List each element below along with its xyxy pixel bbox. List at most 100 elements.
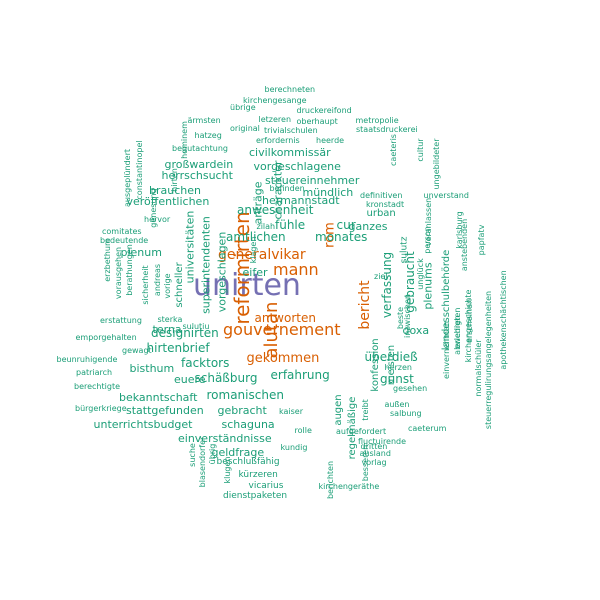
- cloud-word: salbung: [390, 409, 422, 418]
- cloud-word: inzwischen: [403, 294, 412, 338]
- cloud-word: rolle: [294, 426, 312, 435]
- cloud-word: besseren: [361, 444, 370, 482]
- cloud-word: kronstadt: [366, 200, 405, 209]
- cloud-word: herrschsucht: [161, 168, 233, 182]
- cloud-word: aufgefordert: [336, 427, 387, 436]
- cloud-word: genesung: [149, 188, 158, 228]
- cloud-word: constantinopel: [135, 140, 144, 200]
- cloud-word: hatzeg: [194, 131, 222, 140]
- cloud-word: begutachtung: [172, 144, 229, 153]
- cloud-word: bericht: [357, 280, 373, 330]
- cloud-word: plenum: [120, 245, 162, 259]
- cloud-word: metropolie: [355, 116, 399, 125]
- cloud-word: schäßburg: [194, 371, 258, 385]
- cloud-word: konfession: [370, 338, 381, 392]
- cloud-word: letzeren: [258, 115, 292, 124]
- cloud-word: fluctuirende: [358, 437, 407, 446]
- cloud-word: überdieß: [364, 350, 418, 364]
- cloud-word: außen: [384, 400, 410, 409]
- cloud-word: erfordernis: [256, 136, 300, 145]
- cloud-word: normalschüler: [474, 339, 483, 397]
- cloud-word: meisten: [386, 344, 397, 386]
- cloud-word: unterrichtsbudget: [93, 417, 193, 431]
- cloud-word: steuereinnehmer: [265, 173, 360, 187]
- cloud-word: treibt: [361, 399, 370, 421]
- cloud-word: schaguna: [221, 417, 275, 431]
- cloud-word: cur: [336, 218, 356, 232]
- cloud-word: anwesenheit: [237, 203, 314, 217]
- cloud-word: erscheinen: [465, 298, 474, 344]
- cloud-word: kundig: [280, 443, 308, 452]
- cloud-word: erzbethum: [103, 238, 112, 282]
- cloud-word: augen: [333, 394, 344, 426]
- cloud-word: suche: [188, 443, 197, 467]
- cloud-word: bedeutende: [100, 236, 149, 245]
- cloud-word: gewagt: [122, 346, 152, 355]
- cloud-word: gunst: [380, 372, 414, 386]
- cloud-word: stattgefunden: [126, 403, 204, 417]
- cloud-word: unverstand: [423, 191, 469, 200]
- cloud-word: hirten: [170, 168, 179, 192]
- cloud-word: designirten: [151, 326, 219, 340]
- cloud-word: gekommen: [246, 350, 320, 366]
- cloud-word: patriarch: [76, 368, 113, 377]
- cloud-word: terna: [152, 322, 182, 336]
- cloud-word: übrig: [208, 443, 217, 465]
- cloud-word: trivialschulen: [264, 126, 318, 135]
- cloud-word: antworten: [254, 311, 316, 325]
- cloud-word: urban: [366, 208, 396, 219]
- cloud-word: vorgeschlagen: [215, 231, 229, 313]
- cloud-word: bekanntschaft: [119, 390, 198, 404]
- cloud-word: vorige: [163, 273, 172, 299]
- cloud-word: monates: [315, 230, 368, 244]
- cloud-word: ausland: [359, 449, 391, 458]
- cloud-word: apothekenschächtischen: [499, 270, 508, 370]
- cloud-word: verfassung: [380, 251, 394, 319]
- cloud-word: bürgerkriege: [75, 404, 127, 413]
- cloud-word: steuerregulirungsangelegenheiten: [484, 290, 493, 430]
- cloud-word: ganzes: [348, 219, 388, 233]
- cloud-word: sicherheit: [141, 265, 150, 305]
- cloud-word: original: [230, 124, 260, 133]
- cloud-word: befinden: [269, 184, 305, 193]
- cloud-word: erstattung: [100, 316, 142, 325]
- cloud-word: euere: [174, 372, 206, 386]
- cloud-word: blasendorfer: [198, 436, 207, 488]
- cloud-word: eifer: [242, 265, 268, 279]
- cloud-word: bisthum: [129, 361, 175, 375]
- cloud-word: facktors: [181, 356, 230, 370]
- cloud-word: hermannstadt: [262, 193, 340, 207]
- cloud-word: fühle: [275, 218, 306, 232]
- cloud-word: unirten: [193, 268, 301, 303]
- cloud-word: gesehen: [393, 384, 428, 393]
- cloud-word: herzen: [384, 363, 412, 372]
- cloud-word: sulutz: [399, 236, 410, 264]
- cloud-word: kaiser: [279, 407, 303, 416]
- cloud-word: charackter: [271, 160, 285, 220]
- cloud-word: staatsdruckerei: [356, 125, 418, 134]
- cloud-word: klugen: [223, 456, 232, 484]
- cloud-word: kirchengesange: [243, 96, 307, 105]
- cloud-word: beunruhigende: [56, 355, 118, 364]
- cloud-word: ärmsten: [187, 116, 221, 125]
- cloud-word: dienstpaketen: [223, 490, 288, 501]
- cloud-word: andreas: [153, 263, 162, 297]
- cloud-word: übrige: [230, 103, 256, 112]
- cloud-word: hirtenbrief: [146, 341, 210, 355]
- cloud-word: ungebildeter: [432, 138, 441, 190]
- cloud-word: geldfrage: [211, 445, 265, 459]
- cloud-word: vorausgehen: [114, 246, 123, 300]
- cloud-word: gebracht: [217, 403, 267, 417]
- cloud-word: unglück: [416, 258, 425, 290]
- cloud-word: hominem: [180, 121, 189, 159]
- cloud-word: regelmäßige: [347, 396, 358, 460]
- cloud-word: druckereifond: [296, 106, 352, 115]
- cloud-word: kürzeren: [238, 469, 278, 480]
- cloud-word: schneller: [174, 262, 185, 308]
- cloud-word: großwardein: [164, 157, 234, 171]
- cloud-word: dritten: [360, 442, 388, 451]
- cloud-word: vorlag: [361, 458, 387, 467]
- cloud-word: hervor: [144, 215, 171, 224]
- cloud-word: berichten: [326, 460, 335, 500]
